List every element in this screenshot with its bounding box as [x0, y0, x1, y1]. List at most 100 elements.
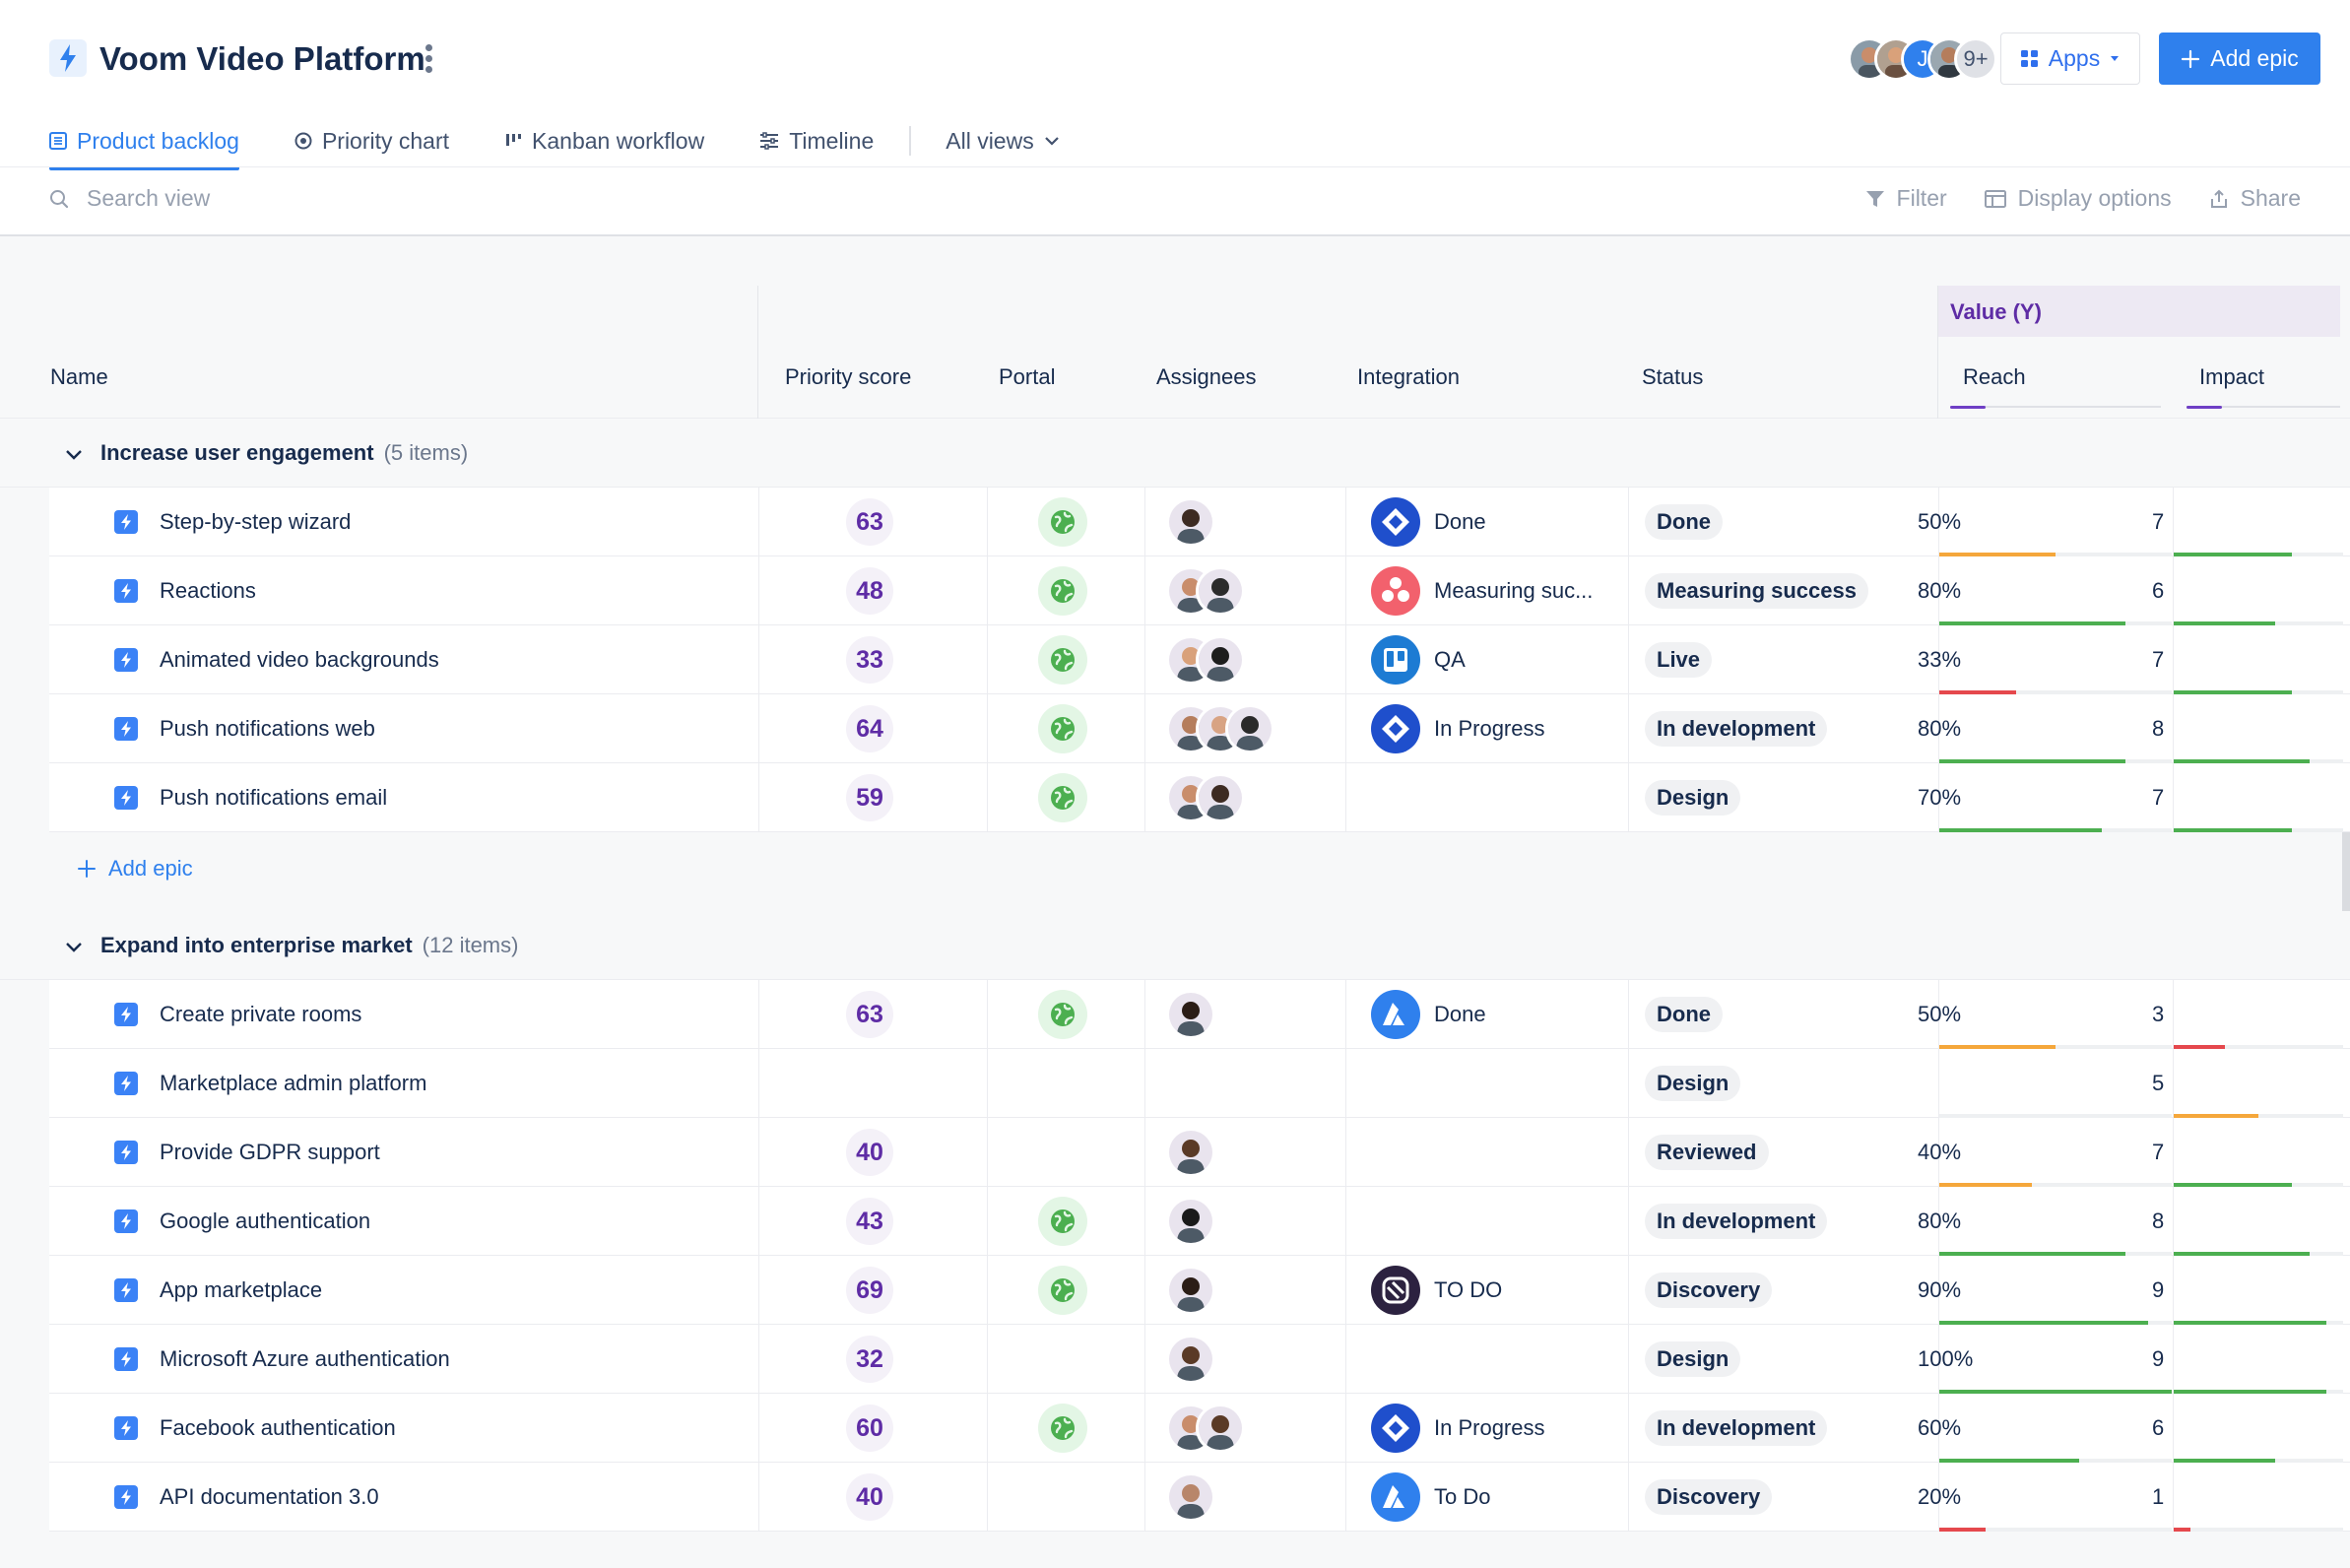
status-badge[interactable]: Discovery [1645, 1479, 1773, 1515]
table-row[interactable]: Push notifications email 59 Design 70% 7 [49, 763, 2350, 832]
reach-value[interactable]: 100% [1918, 1346, 1974, 1371]
share-button[interactable]: Share [2209, 185, 2301, 212]
impact-value[interactable]: 7 [2152, 647, 2165, 672]
tab-priority-chart[interactable]: Priority chart [294, 113, 449, 168]
epic-name[interactable]: Marketplace admin platform [160, 1071, 427, 1095]
status-badge[interactable]: In development [1645, 711, 1828, 747]
status-badge[interactable]: Design [1645, 1341, 1741, 1377]
table-row[interactable]: Reactions 48 Measuring suc... Measuring suc… [49, 556, 2350, 625]
table-row[interactable]: Step-by-step wizard 63 Done Done 50% 7 [49, 488, 2350, 556]
vertical-scrollbar[interactable] [2342, 483, 2350, 1231]
epic-name[interactable]: Provide GDPR support [160, 1140, 380, 1164]
epic-name[interactable]: Push notifications web [160, 716, 375, 741]
add-epic-link[interactable]: Add epic [77, 856, 193, 882]
tab-product-backlog[interactable]: Product backlog [49, 113, 239, 170]
add-epic-button[interactable]: Add epic [2159, 33, 2320, 85]
assignee-avatars[interactable] [1166, 1266, 1215, 1315]
globe-icon[interactable] [1038, 773, 1087, 822]
reach-value[interactable]: 40% [1918, 1140, 1962, 1164]
search-field[interactable]: Search view [49, 185, 210, 212]
epic-name[interactable]: Google authentication [160, 1209, 371, 1233]
impact-value[interactable]: 6 [2152, 578, 2165, 603]
table-row[interactable]: Animated video backgrounds 33 QA Live 33% 7 [49, 625, 2350, 694]
status-badge[interactable]: In development [1645, 1410, 1828, 1446]
team-avatars[interactable]: J 9+ [1848, 37, 1997, 81]
assignee-avatars[interactable] [1166, 635, 1245, 685]
column-priority-score[interactable]: Priority score [785, 364, 912, 389]
column-reach[interactable]: Reach [1963, 364, 2026, 389]
apps-button[interactable]: Apps [2000, 33, 2140, 85]
azure-icon[interactable] [1371, 1472, 1420, 1522]
epic-name[interactable]: Step-by-step wizard [160, 509, 352, 534]
more-options-icon[interactable] [419, 41, 438, 77]
assignee-avatars[interactable] [1166, 1404, 1245, 1453]
group-header[interactable]: Increase user engagement (5 items) [0, 419, 2350, 488]
assignee-avatars[interactable] [1166, 1472, 1215, 1522]
assignee-avatars[interactable] [1166, 1197, 1215, 1246]
epic-name[interactable]: Create private rooms [160, 1002, 362, 1026]
table-row[interactable]: Marketplace admin platform Design 5 [49, 1049, 2350, 1118]
status-badge[interactable]: Reviewed [1645, 1135, 1769, 1170]
trello-icon[interactable] [1371, 635, 1420, 685]
status-badge[interactable]: Discovery [1645, 1273, 1773, 1308]
tab-kanban-workflow[interactable]: Kanban workflow [504, 113, 704, 168]
reach-value[interactable]: 90% [1918, 1277, 1962, 1302]
globe-icon[interactable] [1038, 704, 1087, 753]
assignee-avatars[interactable] [1166, 497, 1215, 547]
table-row[interactable]: App marketplace 69 TO DO Discovery 90% 9 [49, 1256, 2350, 1325]
column-assignees[interactable]: Assignees [1156, 364, 1257, 389]
epic-name[interactable]: Facebook authentication [160, 1415, 396, 1440]
table-row[interactable]: API documentation 3.0 40 To Do Discovery 20%… [49, 1463, 2350, 1532]
table-row[interactable]: Push notifications web 64 In Progress In de… [49, 694, 2350, 763]
globe-icon[interactable] [1038, 990, 1087, 1039]
epic-name[interactable]: Animated video backgrounds [160, 647, 439, 672]
assignee-avatars[interactable] [1166, 1335, 1215, 1384]
display-options-button[interactable]: Display options [1984, 185, 2172, 212]
impact-value[interactable]: 6 [2152, 1415, 2165, 1440]
column-name[interactable]: Name [50, 364, 108, 389]
assignee-avatars[interactable] [1166, 773, 1245, 822]
status-badge[interactable]: Done [1645, 997, 1723, 1032]
column-impact[interactable]: Impact [2199, 364, 2265, 389]
table-row[interactable]: Facebook authentication 60 In Progress In d… [49, 1394, 2350, 1463]
jira-icon[interactable] [1371, 1404, 1420, 1453]
assignee-avatars[interactable] [1166, 990, 1215, 1039]
group-header[interactable]: Expand into enterprise market (12 items) [0, 911, 2350, 980]
reach-value[interactable]: 80% [1918, 578, 1962, 603]
status-badge[interactable]: Design [1645, 1066, 1741, 1101]
tab-timeline[interactable]: Timeline [759, 113, 874, 168]
globe-icon[interactable] [1038, 1266, 1087, 1315]
column-status[interactable]: Status [1642, 364, 1704, 389]
epic-name[interactable]: API documentation 3.0 [160, 1484, 379, 1509]
assignee-avatars[interactable] [1166, 1128, 1215, 1177]
globe-icon[interactable] [1038, 1404, 1087, 1453]
azure-icon[interactable] [1371, 990, 1420, 1039]
impact-value[interactable]: 1 [2152, 1484, 2165, 1509]
globe-icon[interactable] [1038, 1197, 1087, 1246]
column-portal[interactable]: Portal [999, 364, 1056, 389]
epic-name[interactable]: Microsoft Azure authentication [160, 1346, 450, 1371]
reach-value[interactable]: 20% [1918, 1484, 1962, 1509]
reach-value[interactable]: 80% [1918, 716, 1962, 741]
reach-value[interactable]: 50% [1918, 1002, 1962, 1026]
impact-value[interactable]: 3 [2152, 1002, 2165, 1026]
reach-value[interactable]: 50% [1918, 509, 1962, 534]
table-row[interactable]: Provide GDPR support 40 Reviewed 40% 7 [49, 1118, 2350, 1187]
reach-value[interactable]: 70% [1918, 785, 1962, 810]
status-badge[interactable]: Design [1645, 780, 1741, 816]
status-badge[interactable]: In development [1645, 1204, 1828, 1239]
impact-value[interactable]: 8 [2152, 1209, 2165, 1233]
all-views-dropdown[interactable]: All views [946, 113, 1059, 168]
filter-button[interactable]: Filter [1865, 185, 1947, 212]
epic-name[interactable]: App marketplace [160, 1277, 323, 1302]
epic-name[interactable]: Push notifications email [160, 785, 388, 810]
chevron-down-icon[interactable] [63, 444, 85, 466]
asana-icon[interactable] [1371, 566, 1420, 616]
reach-value[interactable]: 80% [1918, 1209, 1962, 1233]
table-row[interactable]: Create private rooms 63 Done Done 50% 3 [49, 980, 2350, 1049]
jira-icon[interactable] [1371, 704, 1420, 753]
table-row[interactable]: Microsoft Azure authentication 32 Design 10… [49, 1325, 2350, 1394]
impact-value[interactable]: 5 [2152, 1071, 2165, 1095]
linear-icon[interactable] [1371, 1266, 1420, 1315]
globe-icon[interactable] [1038, 497, 1087, 547]
